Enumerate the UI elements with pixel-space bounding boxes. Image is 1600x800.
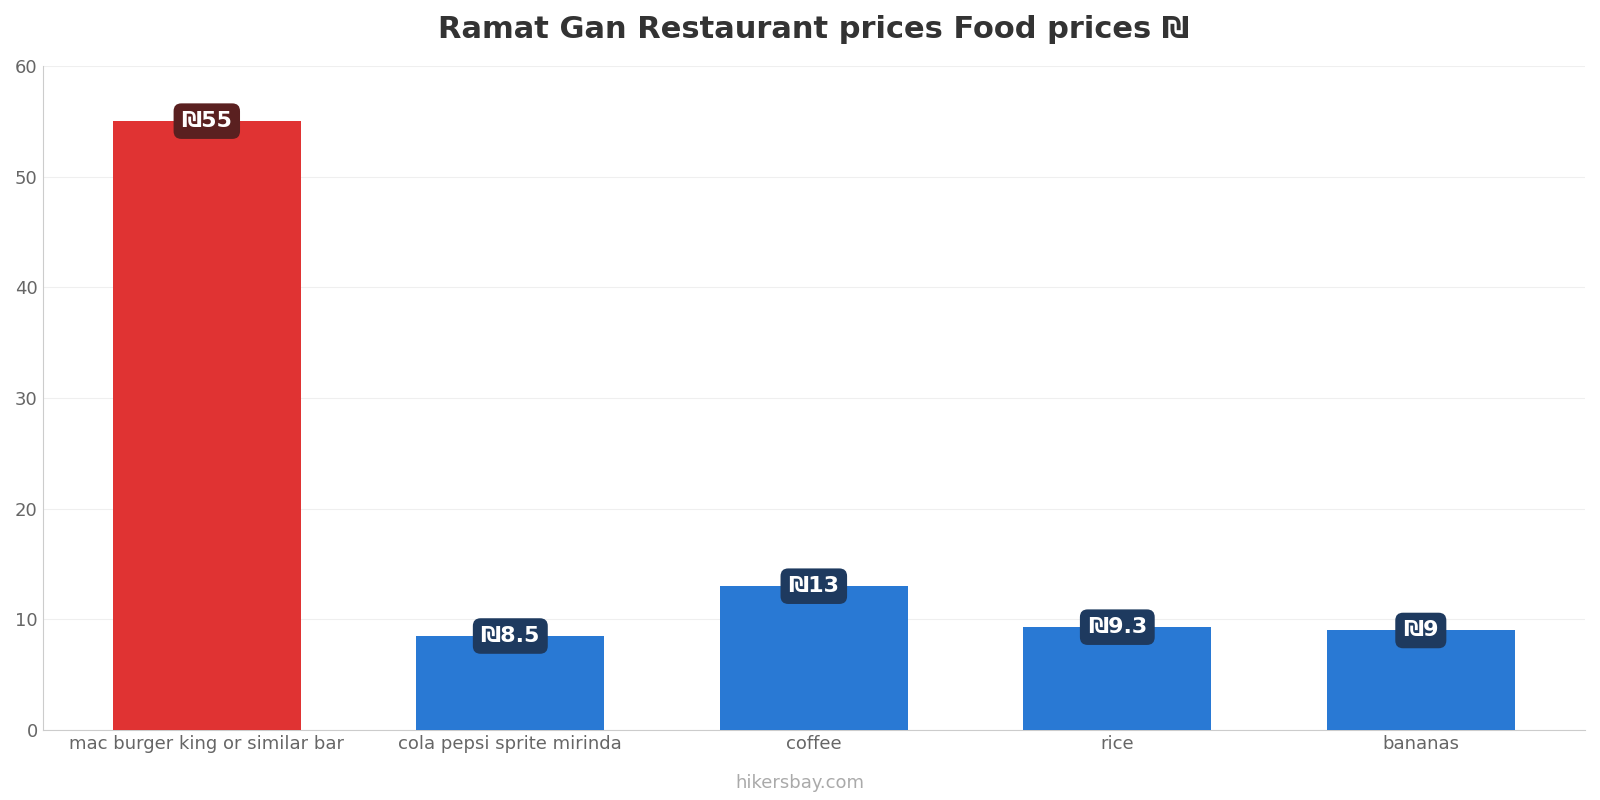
Bar — [1024, 627, 1211, 730]
Bar — [112, 121, 301, 730]
Bar — [1326, 630, 1515, 730]
Text: hikersbay.com: hikersbay.com — [736, 774, 864, 792]
Bar — [416, 636, 605, 730]
Title: Ramat Gan Restaurant prices Food prices ₪: Ramat Gan Restaurant prices Food prices … — [438, 15, 1189, 44]
Text: ₪9.3: ₪9.3 — [1088, 617, 1147, 637]
Text: ₪8.5: ₪8.5 — [480, 626, 539, 646]
Text: ₪55: ₪55 — [181, 111, 232, 131]
Text: ₪13: ₪13 — [789, 576, 840, 596]
Text: ₪9: ₪9 — [1403, 621, 1438, 641]
Bar — [720, 586, 907, 730]
